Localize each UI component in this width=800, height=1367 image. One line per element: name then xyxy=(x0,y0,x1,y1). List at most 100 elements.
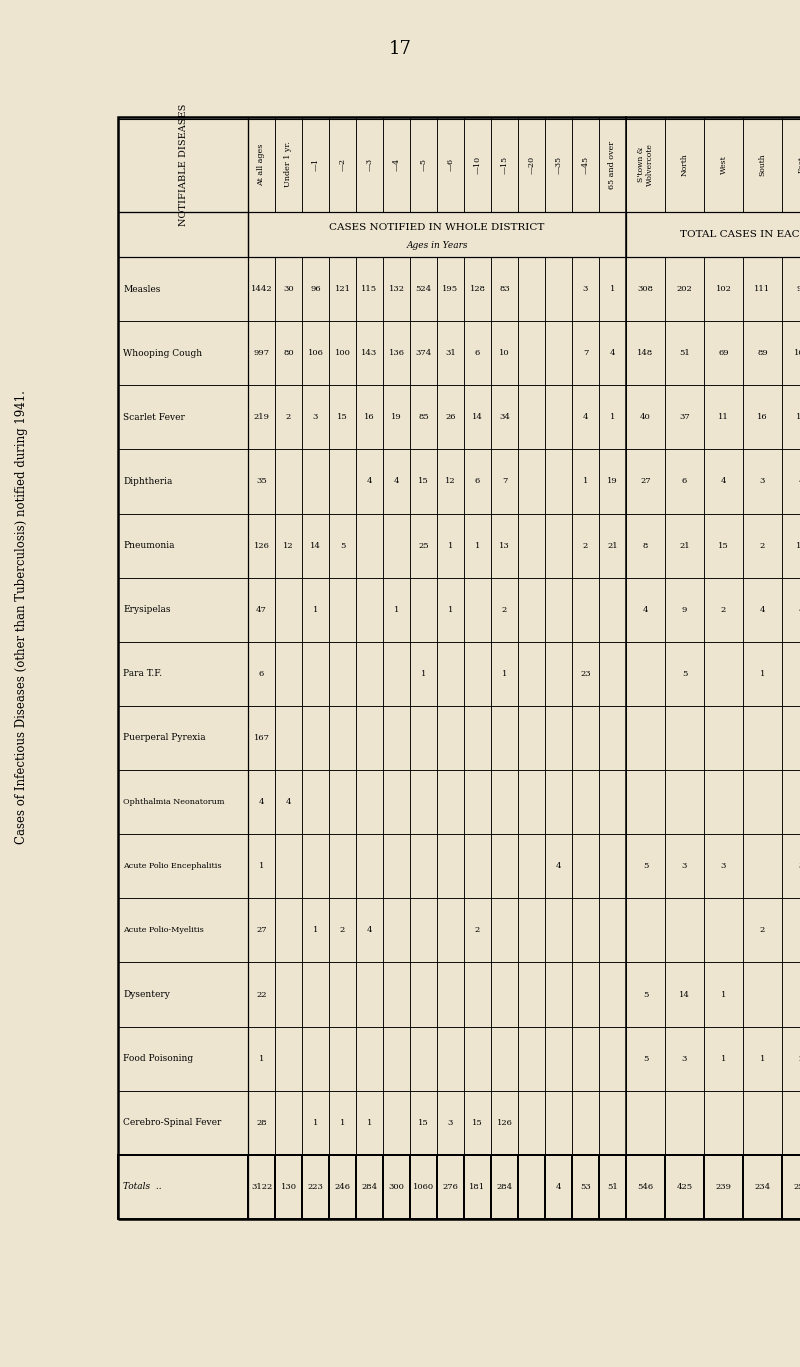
Bar xyxy=(599,1155,626,1219)
Bar xyxy=(329,1027,356,1091)
Text: 15: 15 xyxy=(337,413,348,421)
Text: 308: 308 xyxy=(638,286,654,293)
Bar xyxy=(248,834,275,898)
Text: 3: 3 xyxy=(721,863,726,871)
Bar xyxy=(572,321,599,385)
Bar xyxy=(626,962,665,1027)
Bar xyxy=(599,1027,626,1091)
Bar xyxy=(545,770,572,834)
Text: 246: 246 xyxy=(334,1182,350,1191)
Bar xyxy=(437,257,464,321)
Text: 1442: 1442 xyxy=(250,286,272,293)
Bar xyxy=(491,705,518,770)
Bar xyxy=(518,1027,545,1091)
Bar xyxy=(356,705,383,770)
Text: Dysentery: Dysentery xyxy=(123,990,170,999)
Bar xyxy=(437,1155,464,1219)
Bar xyxy=(356,770,383,834)
Text: 8: 8 xyxy=(643,541,648,550)
Bar xyxy=(626,450,665,514)
Text: 83: 83 xyxy=(499,286,510,293)
Bar xyxy=(704,1155,743,1219)
Text: 7: 7 xyxy=(583,349,588,357)
Text: 4: 4 xyxy=(760,606,766,614)
Text: 12: 12 xyxy=(283,541,294,550)
Bar xyxy=(356,898,383,962)
Bar xyxy=(437,321,464,385)
Text: 80: 80 xyxy=(283,349,294,357)
Bar xyxy=(704,257,743,321)
Bar xyxy=(329,962,356,1027)
Bar xyxy=(275,898,302,962)
Text: 5: 5 xyxy=(340,541,345,550)
Bar xyxy=(383,1155,410,1219)
Bar xyxy=(743,641,782,705)
Text: 130: 130 xyxy=(281,1182,297,1191)
Bar xyxy=(665,1155,704,1219)
Text: 1: 1 xyxy=(259,863,264,871)
Bar xyxy=(665,770,704,834)
Bar xyxy=(437,641,464,705)
Bar xyxy=(518,834,545,898)
Bar xyxy=(743,1091,782,1155)
Bar xyxy=(275,770,302,834)
Bar xyxy=(626,118,665,212)
Bar xyxy=(248,1091,275,1155)
Bar xyxy=(302,257,329,321)
Bar xyxy=(743,450,782,514)
Bar xyxy=(572,514,599,578)
Bar xyxy=(545,641,572,705)
Text: 65 and over: 65 and over xyxy=(609,141,617,189)
Bar xyxy=(743,514,782,578)
Bar xyxy=(599,898,626,962)
Bar xyxy=(665,962,704,1027)
Text: 15: 15 xyxy=(472,1118,483,1126)
Text: 15: 15 xyxy=(718,541,729,550)
Text: 195: 195 xyxy=(442,286,458,293)
Text: 4: 4 xyxy=(556,863,562,871)
Bar xyxy=(329,834,356,898)
Bar xyxy=(599,641,626,705)
Bar xyxy=(491,1027,518,1091)
Bar xyxy=(118,1027,248,1091)
Bar xyxy=(464,257,491,321)
Text: 14: 14 xyxy=(679,991,690,998)
Text: Diphtheria: Diphtheria xyxy=(123,477,172,485)
Bar xyxy=(275,1155,302,1219)
Text: 12: 12 xyxy=(445,477,456,485)
Text: —35: —35 xyxy=(554,156,562,174)
Bar xyxy=(599,385,626,450)
Bar xyxy=(626,1155,665,1219)
Bar xyxy=(275,962,302,1027)
Text: 28: 28 xyxy=(256,1118,267,1126)
Bar xyxy=(464,1091,491,1155)
Text: —45: —45 xyxy=(582,156,590,174)
Bar xyxy=(545,450,572,514)
Bar xyxy=(518,1091,545,1155)
Bar xyxy=(572,578,599,641)
Text: 16: 16 xyxy=(364,413,375,421)
Bar xyxy=(743,257,782,321)
Bar xyxy=(118,898,248,962)
Bar xyxy=(275,450,302,514)
Text: 132: 132 xyxy=(389,286,405,293)
Bar xyxy=(329,641,356,705)
Text: 111: 111 xyxy=(754,286,770,293)
Text: 284: 284 xyxy=(362,1182,378,1191)
Text: —6: —6 xyxy=(446,159,454,171)
Bar xyxy=(118,385,248,450)
Bar xyxy=(599,578,626,641)
Text: 1: 1 xyxy=(448,606,453,614)
Text: 7: 7 xyxy=(502,477,507,485)
Bar xyxy=(572,898,599,962)
Bar xyxy=(704,962,743,1027)
Text: 4: 4 xyxy=(642,606,648,614)
Text: 239: 239 xyxy=(715,1182,731,1191)
Bar xyxy=(782,770,800,834)
Text: 4: 4 xyxy=(798,477,800,485)
Bar xyxy=(248,770,275,834)
Bar xyxy=(356,450,383,514)
Bar xyxy=(545,321,572,385)
Bar xyxy=(248,385,275,450)
Text: 30: 30 xyxy=(283,286,294,293)
